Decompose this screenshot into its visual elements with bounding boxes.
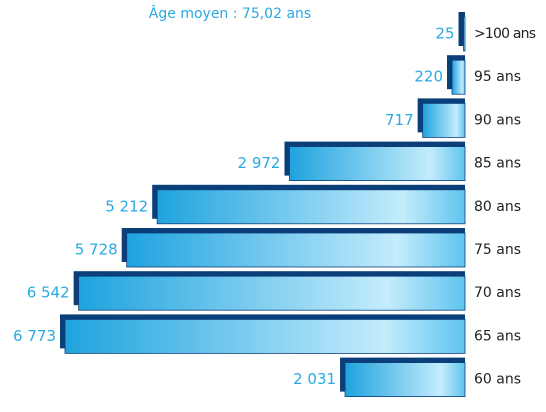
- category-label: 60 ans: [474, 372, 521, 388]
- bar: [451, 59, 466, 95]
- value-label: 220: [414, 68, 443, 86]
- bar: [422, 103, 466, 138]
- category-label: 85 ans: [474, 156, 521, 172]
- chart-title: Âge moyen : 75,02 ans: [149, 4, 311, 22]
- value-label: 717: [385, 111, 414, 129]
- category-label: 75 ans: [474, 242, 521, 258]
- category-label: >100 ans: [474, 26, 536, 42]
- category-label: 65 ans: [474, 328, 521, 344]
- value-label: 6 542: [27, 284, 70, 302]
- value-label: 25: [435, 25, 454, 43]
- category-label: 90 ans: [474, 112, 521, 128]
- bar: [64, 318, 466, 354]
- value-label: 2 972: [238, 154, 281, 172]
- bar: [126, 232, 466, 268]
- category-label: 70 ans: [474, 285, 521, 301]
- value-label: 5 728: [75, 241, 118, 259]
- value-label: 2 031: [293, 370, 336, 388]
- bar: [78, 275, 466, 311]
- bar: [344, 362, 466, 398]
- value-label: 5 212: [105, 197, 148, 215]
- bar: [289, 146, 466, 182]
- bar-depth: [458, 12, 465, 46]
- category-label: 95 ans: [474, 69, 521, 85]
- category-label: 80 ans: [474, 199, 521, 215]
- bar: [463, 16, 466, 52]
- bar: [156, 189, 466, 225]
- value-label: 6 773: [13, 327, 56, 345]
